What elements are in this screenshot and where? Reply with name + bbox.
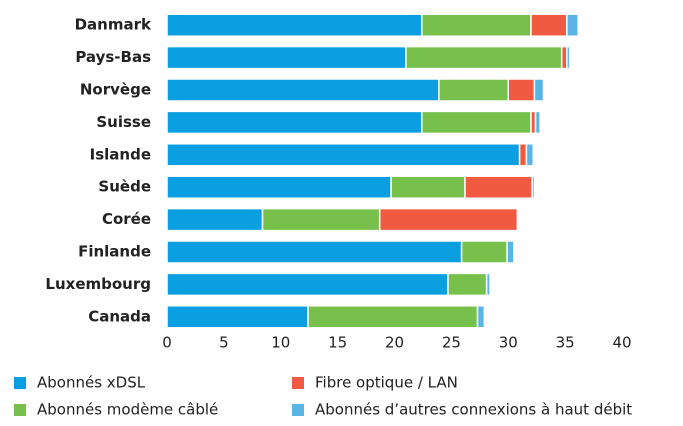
x-tick-label: 40: [612, 334, 631, 352]
x-tick-label: 15: [328, 334, 347, 352]
y-tick-label: Corée: [102, 210, 151, 228]
bar-segment: [507, 78, 536, 102]
bar-segment: [166, 13, 423, 37]
bar-segment: [378, 207, 519, 232]
bar-segment: [421, 110, 532, 135]
y-tick-label: Islande: [90, 145, 151, 163]
bar-segment: [476, 305, 486, 329]
bar-segment: [506, 240, 515, 264]
y-tick-label: Canada: [88, 307, 151, 325]
legend-swatch: [14, 377, 26, 389]
legend-swatch: [14, 404, 26, 416]
x-tick-label: 0: [162, 334, 172, 352]
legend-label: Abonnés d’autres connexions à haut débit: [315, 401, 632, 419]
bar-segment: [166, 78, 440, 102]
y-tick-label: Pays-Bas: [75, 48, 151, 66]
x-tick-label: 10: [271, 334, 290, 352]
bar-segment: [166, 143, 521, 167]
bar-segment: [530, 13, 568, 37]
legend-label: Fibre optique / LAN: [315, 374, 458, 392]
y-tick-label: Danmark: [75, 16, 152, 34]
x-tick-label: 25: [442, 334, 461, 352]
y-tick-label: Luxembourg: [45, 275, 151, 293]
legend-swatch: [292, 377, 304, 389]
bar-segment: [166, 305, 309, 329]
bar-segment: [166, 110, 423, 135]
bar-segment: [460, 240, 508, 264]
bar-segment: [464, 175, 533, 199]
bar-segment: [485, 272, 491, 297]
legend-swatch: [292, 404, 304, 416]
bar-segment: [390, 175, 466, 199]
bar-segment: [166, 272, 449, 297]
bar-segment: [166, 45, 407, 70]
bar-segment: [533, 78, 545, 102]
bar-segment: [166, 207, 264, 232]
bar-segment: [566, 45, 571, 70]
bar-segment: [405, 45, 563, 70]
bar-segment: [518, 143, 528, 167]
x-tick-label: 30: [499, 334, 518, 352]
y-tick-label: Suède: [98, 178, 151, 196]
y-tick-label: Suisse: [96, 113, 151, 131]
y-tick-label: Finlande: [78, 243, 151, 261]
x-tick-label: 20: [385, 334, 404, 352]
x-tick-label: 5: [219, 334, 229, 352]
bar-segment: [166, 175, 392, 199]
bar-segment: [447, 272, 488, 297]
bar-segment: [307, 305, 479, 329]
bar-segment: [438, 78, 509, 102]
legend-label: Abonnés xDSL: [37, 374, 146, 392]
bar-segment: [261, 207, 381, 232]
bar-segment: [534, 110, 541, 135]
bar-segment: [525, 143, 535, 167]
x-tick-label: 35: [556, 334, 575, 352]
bar-segment: [560, 45, 568, 70]
bar-segment: [531, 175, 536, 199]
bar-segment: [566, 13, 579, 37]
bar-segment: [421, 13, 532, 37]
legend-label: Abonnés modème câblé: [37, 401, 218, 419]
bar-segment: [166, 240, 463, 264]
y-tick-label: Norvège: [80, 81, 151, 99]
